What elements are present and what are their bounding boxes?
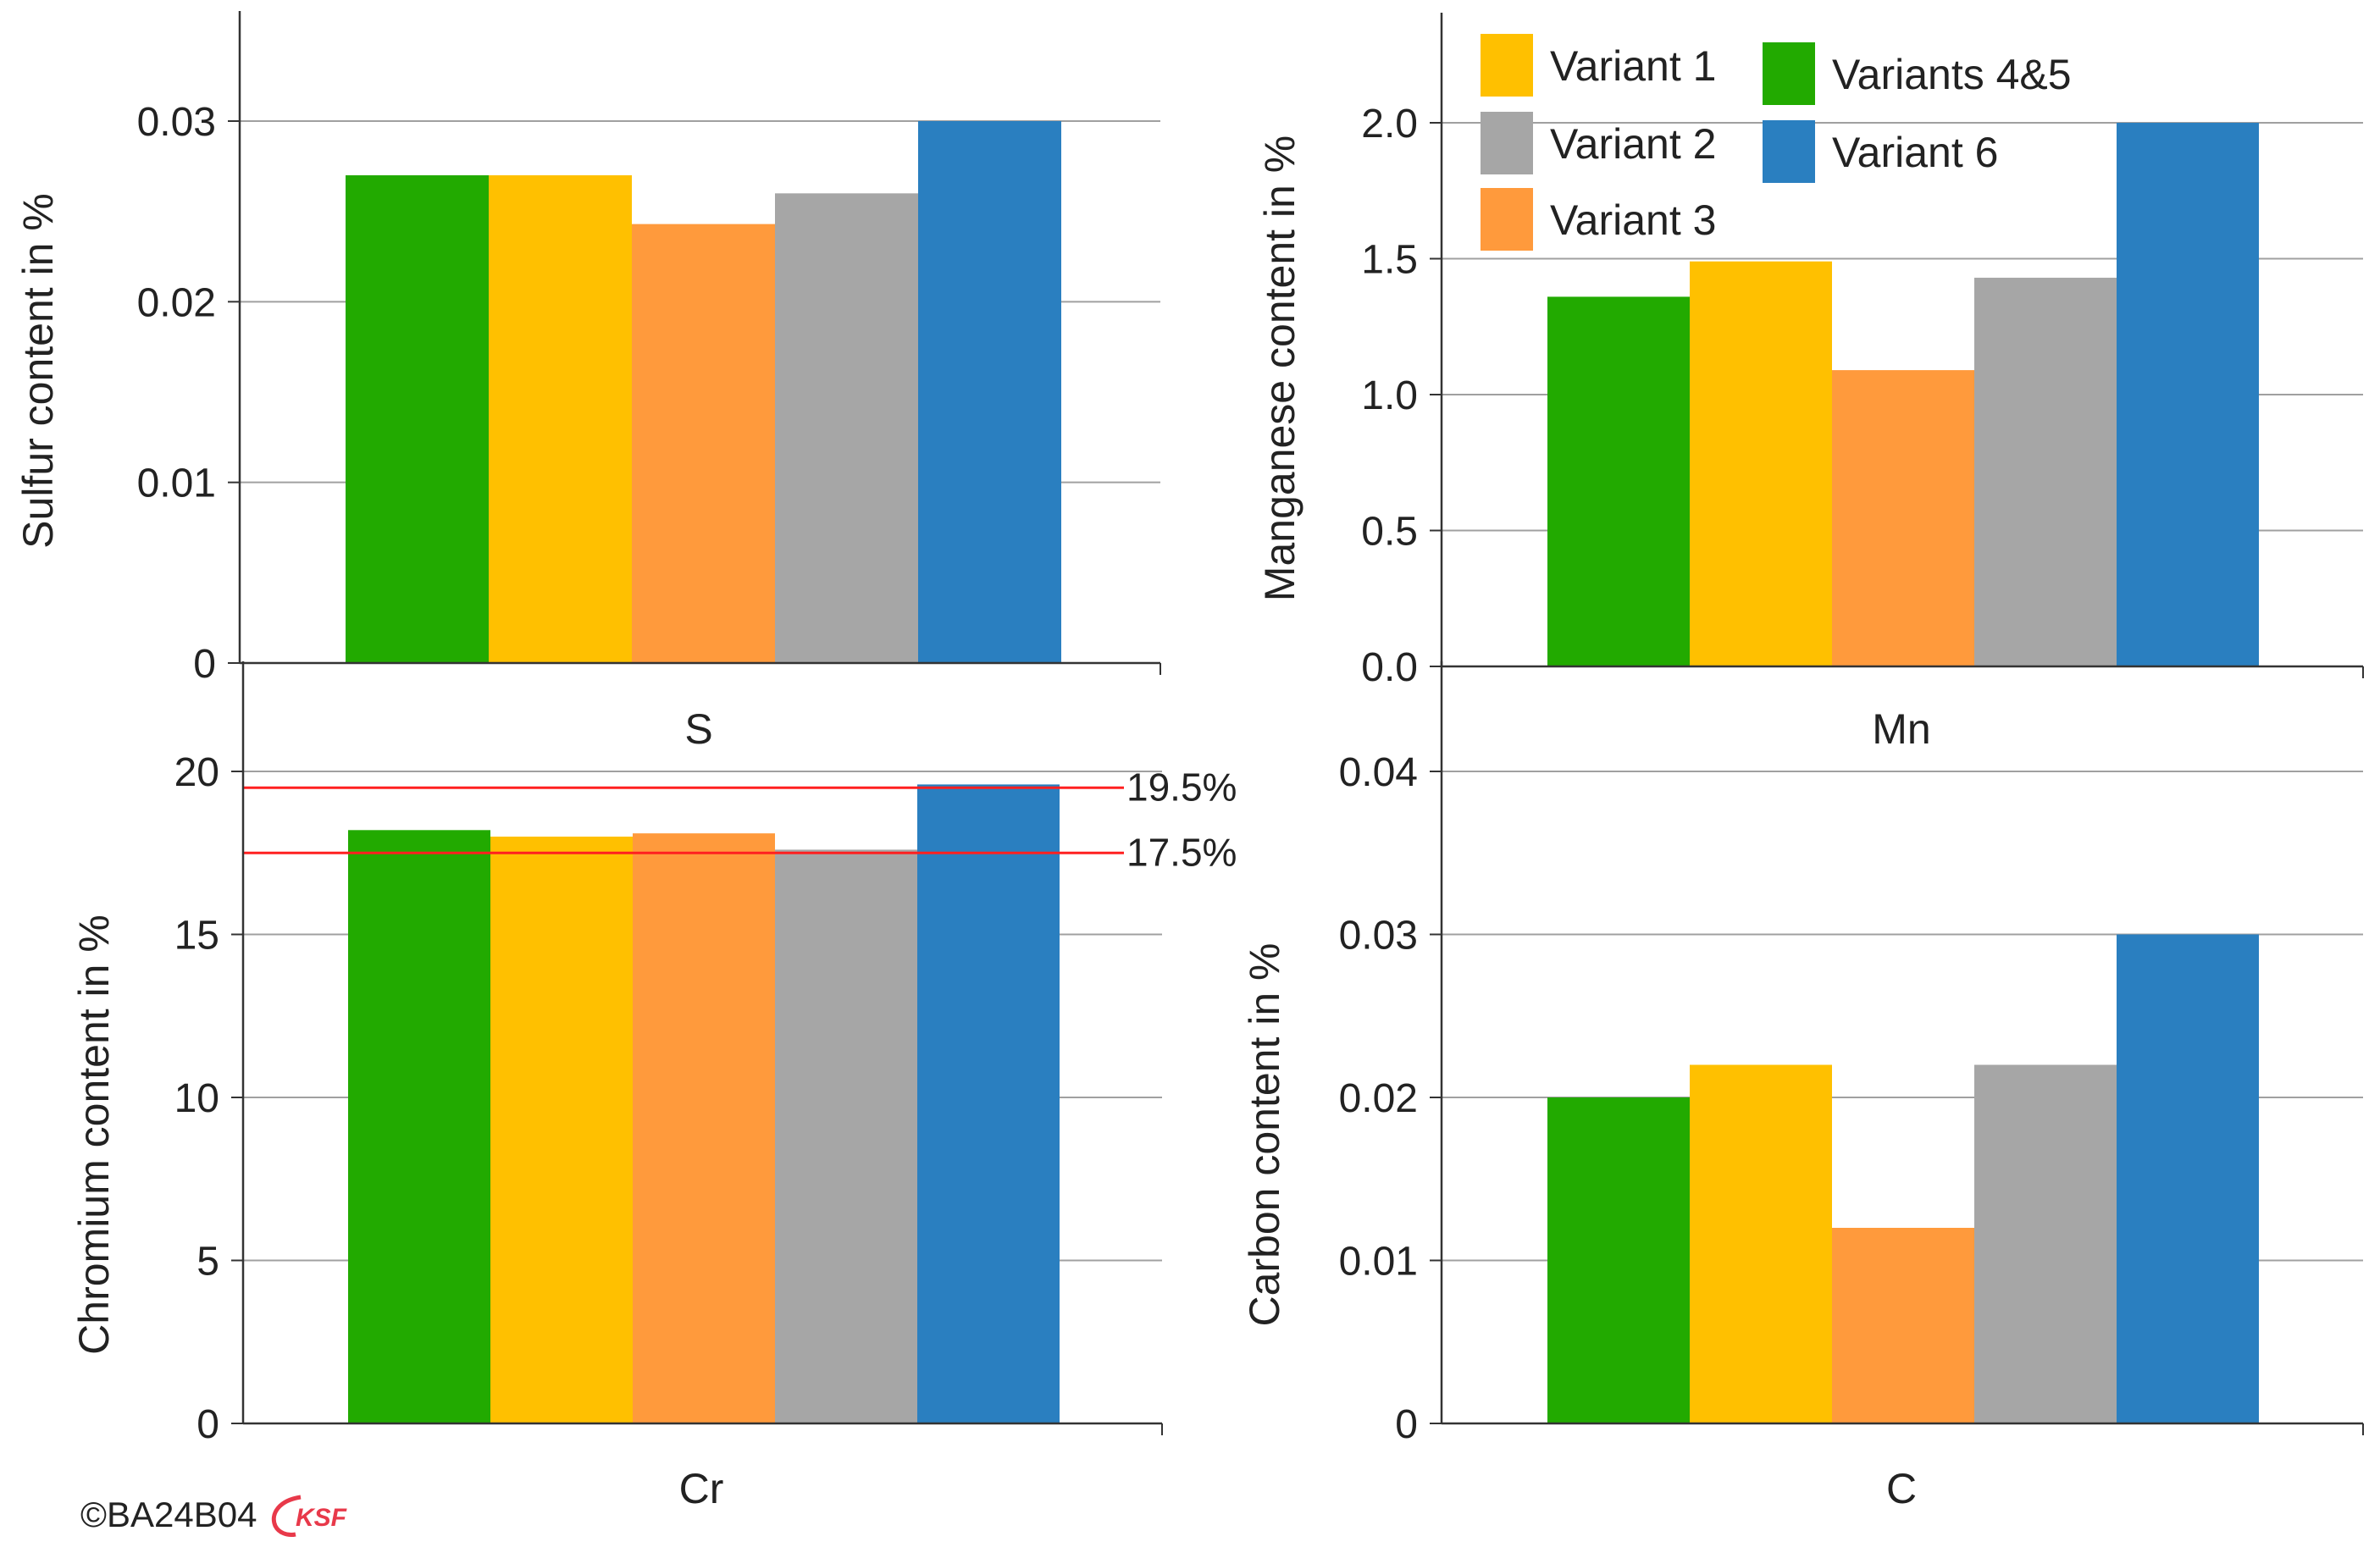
bar-s-variant-1 — [489, 175, 632, 663]
bar-cr-variants-4-5 — [348, 830, 490, 1423]
copyright-text: ©BA24B04 — [80, 1495, 257, 1534]
chart-panels: 0 0.01 0.02 0.03 S Sulfur content in % 0.0 0.5 1… — [14, 11, 2364, 1512]
bar-mn-variant-6 — [2117, 123, 2259, 666]
bar-c-variant-2 — [1974, 1064, 2117, 1423]
legend-swatch-variant-3 — [1481, 188, 1533, 251]
y-tick-label: 0.03 — [1339, 914, 1418, 959]
bar-s-variants-4-5 — [346, 175, 489, 663]
bar-s-variant-2 — [775, 193, 918, 664]
y-tick-label: 1.0 — [1361, 373, 1418, 418]
bar-cr-variant-3 — [633, 833, 775, 1423]
y-tick-label: 0.0 — [1361, 645, 1418, 690]
chart-panel-c: 0 0.01 0.02 0.03 0.04 C Carbon content in % — [1241, 661, 2364, 1512]
y-tick-label: 1.5 — [1361, 238, 1418, 283]
reference-line-label: 17.5% — [1126, 830, 1237, 874]
legend-label-variant-1: Variant 1 — [1550, 42, 1716, 90]
y-tick-label: 0 — [1395, 1402, 1418, 1447]
y-tick-label: 20 — [174, 750, 219, 795]
y-tick-label: 0 — [193, 642, 216, 687]
legend-label-variant-2: Variant 2 — [1550, 120, 1716, 168]
legend-label-variants-4-5: Variants 4&5 — [1832, 51, 2072, 98]
bar-cr-variant-1 — [490, 837, 633, 1423]
bar-c-variants-4-5 — [1547, 1097, 1690, 1423]
x-axis-label: Mn — [1872, 705, 1930, 753]
y-axis-label: Carbon content in % — [1241, 942, 1288, 1326]
y-axis-label: Sulfur content in % — [14, 193, 62, 549]
chart-panel-s: 0 0.01 0.02 0.03 S Sulfur content in % — [14, 11, 1161, 753]
legend-swatch-variant-2 — [1481, 112, 1533, 174]
y-axis-label: Chromium content in % — [70, 915, 118, 1355]
legend-swatch-variant-1 — [1481, 34, 1533, 97]
chart-legend: Variant 1 Variant 2 Variant 3 Variants 4&5 V… — [1481, 34, 2072, 251]
x-axis-label: Cr — [679, 1465, 724, 1512]
bar-s-variant-6 — [918, 121, 1061, 663]
bar-s-variant-3 — [632, 224, 775, 664]
x-axis-label: S — [684, 705, 712, 753]
y-tick-label: 0.03 — [137, 100, 216, 145]
legend-swatch-variant-6 — [1763, 120, 1815, 183]
svg-text:KSF: KSF — [296, 1504, 347, 1532]
y-tick-label: 0.02 — [137, 280, 216, 325]
bar-cr-variant-2 — [775, 849, 917, 1423]
y-tick-label: 15 — [174, 914, 219, 959]
bar-c-variant-6 — [2117, 934, 2259, 1423]
y-tick-label: 10 — [174, 1076, 219, 1121]
bar-mn-variant-1 — [1690, 261, 1832, 666]
bar-c-variant-3 — [1832, 1228, 1974, 1423]
y-tick-label: 0.5 — [1361, 510, 1418, 555]
x-axis-label: C — [1886, 1465, 1917, 1512]
legend-label-variant-6: Variant 6 — [1832, 129, 1998, 176]
y-tick-label: 0 — [196, 1402, 219, 1447]
legend-swatch-variants-4-5 — [1763, 42, 1815, 105]
bar-mn-variant-3 — [1832, 370, 1974, 666]
chart-panel-mn: 0.0 0.5 1.0 1.5 2.0 Mn Manganese content in % — [1256, 13, 2364, 753]
y-axis-label: Manganese content in % — [1256, 135, 1303, 601]
y-tick-label: 0.02 — [1339, 1076, 1418, 1121]
ksf-logo: KSF — [272, 1495, 347, 1537]
y-tick-label: 0.01 — [1339, 1240, 1418, 1285]
legend-label-variant-3: Variant 3 — [1550, 196, 1716, 244]
bar-cr-variant-6 — [917, 784, 1060, 1423]
bar-mn-variants-4-5 — [1547, 296, 1690, 666]
reference-line-label: 19.5% — [1126, 765, 1237, 809]
bar-c-variant-1 — [1690, 1064, 1832, 1423]
y-tick-label: 0.01 — [137, 461, 216, 506]
y-tick-label: 5 — [196, 1240, 219, 1285]
chart-panel-cr: 0 5 10 15 20 19.5% 17.5% Cr Chromium content in … — [70, 661, 1237, 1512]
y-tick-label: 2.0 — [1361, 102, 1418, 146]
y-tick-label: 0.04 — [1339, 750, 1418, 795]
bar-mn-variant-2 — [1974, 277, 2117, 666]
